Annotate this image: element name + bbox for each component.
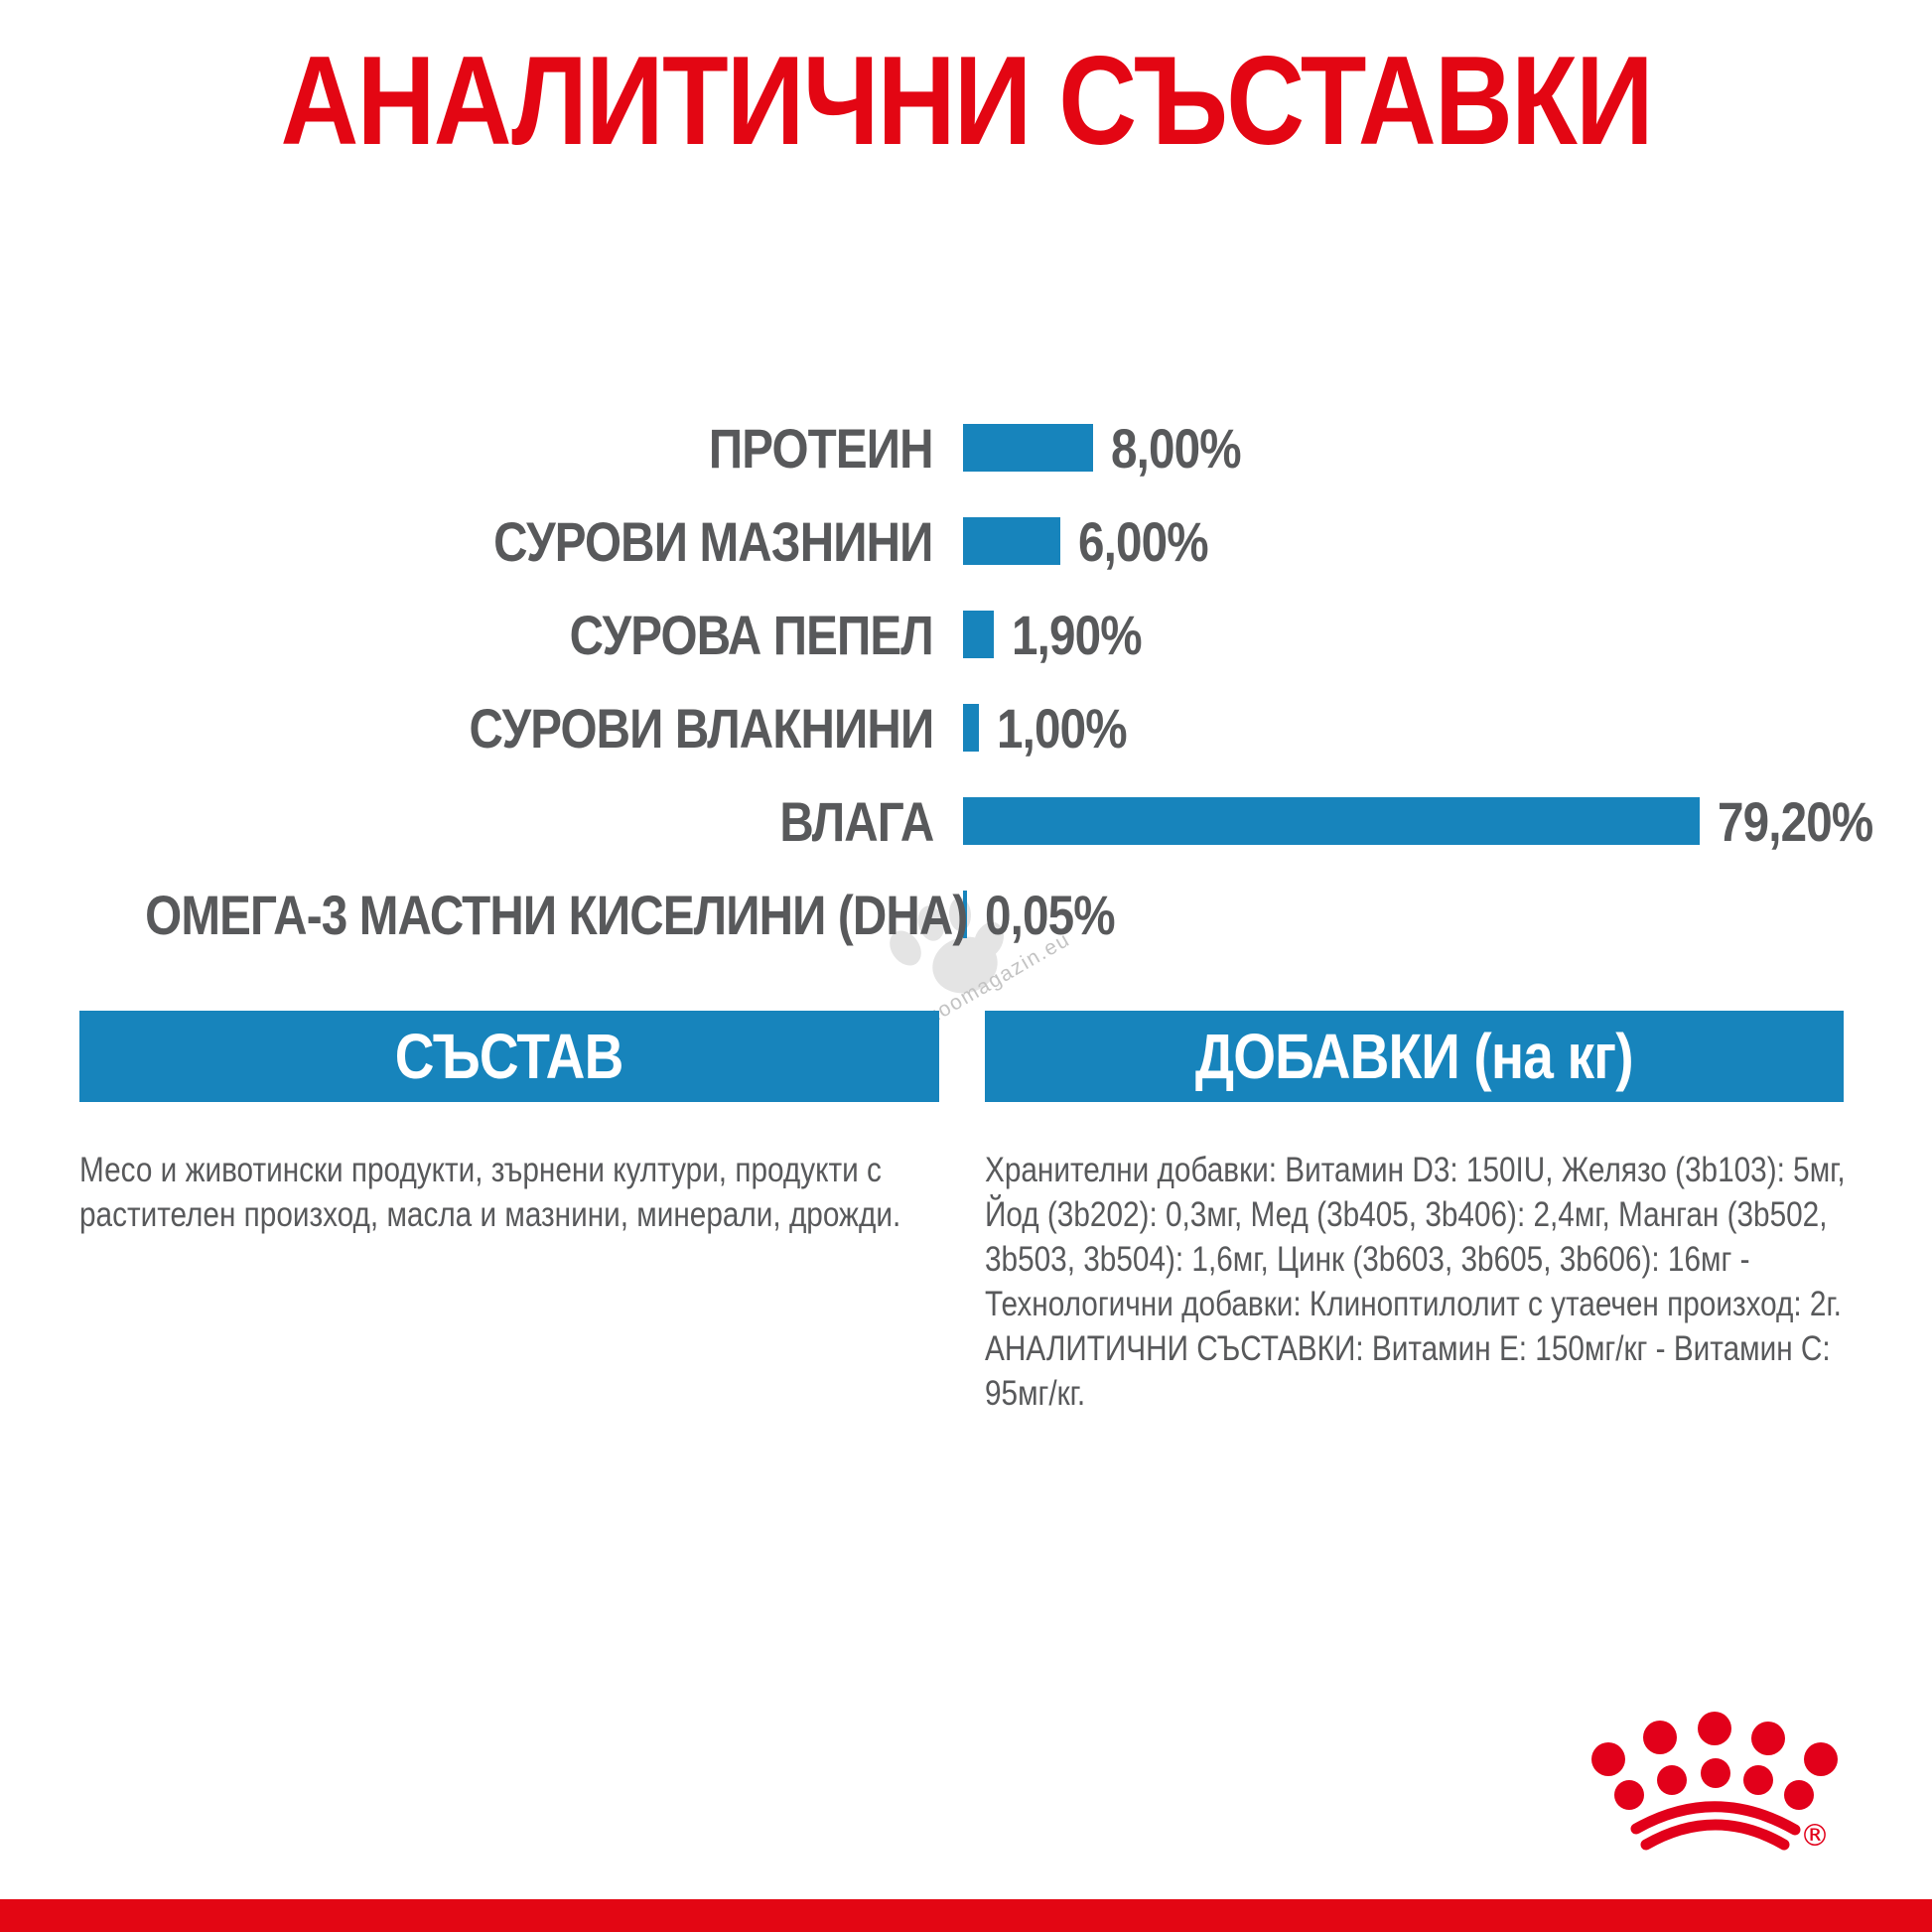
constituent-bar — [963, 797, 1700, 845]
constituent-value: 79,20% — [1718, 789, 1873, 853]
royal-canin-crown-logo: ® — [1591, 1712, 1838, 1854]
constituent-value: 0,05% — [985, 883, 1116, 946]
constituent-label: ВЛАГА — [778, 789, 934, 853]
page-title-text: АНАЛИТИЧНИ СЪСТАВКИ — [280, 30, 1653, 171]
paw-watermark-icon — [890, 897, 1005, 994]
chart-row: ОМЕГА-3 МАСТНИ КИСЕЛИНИ (DHA) 0,05% — [0, 868, 1932, 961]
constituent-value: 1,90% — [1012, 603, 1143, 666]
constituent-bar — [963, 611, 994, 658]
constituent-bar — [963, 424, 1093, 472]
constituent-label: СУРОВА ПЕПЕЛ — [569, 603, 934, 666]
constituent-label: СУРОВИ ВЛАКНИНИ — [469, 696, 934, 759]
constituent-bar — [963, 704, 979, 752]
chart-row: ПРОТЕИН 8,00% — [0, 401, 1932, 494]
constituent-value: 6,00% — [1078, 509, 1209, 573]
bottom-red-band — [0, 1899, 1932, 1932]
constituent-bar — [963, 517, 1060, 565]
chart-row: СУРОВИ ВЛАКНИНИ 1,00% — [0, 681, 1932, 774]
composition-header: СЪСТАВ — [79, 1011, 939, 1102]
additives-paragraph-1: Хранителни добавки: Витамин D3: 150IU, Ж… — [985, 1151, 1846, 1323]
constituent-value: 1,00% — [997, 696, 1128, 759]
additives-header: ДОБАВКИ (на кг) — [985, 1011, 1844, 1102]
registered-mark: ® — [1800, 1819, 1830, 1854]
additives-text-column: Хранителни добавки: Витамин D3: 150IU, Ж… — [985, 1148, 1849, 1416]
additives-header-text: ДОБАВКИ (на кг) — [1195, 1021, 1634, 1092]
constituent-label: ОМЕГА-3 МАСТНИ КИСЕЛИНИ (DHA) — [145, 883, 968, 946]
constituent-bar — [963, 891, 967, 938]
composition-paragraph: Месо и животински продукти, зърнени култ… — [79, 1151, 901, 1234]
composition-header-text: СЪСТАВ — [395, 1021, 624, 1092]
chart-row: СУРОВИ МАЗНИНИ 6,00% — [0, 494, 1932, 588]
chart-row: ВЛАГА 79,20% — [0, 774, 1932, 868]
chart-row: СУРОВА ПЕПЕЛ 1,90% — [0, 588, 1932, 681]
constituent-label: СУРОВИ МАЗНИНИ — [493, 509, 934, 573]
analytical-constituents-chart: ПРОТЕИН 8,00% СУРОВИ МАЗНИНИ 6,00% СУРОВ… — [0, 401, 1932, 961]
crown-arc-upper — [1630, 1801, 1801, 1836]
composition-text-column: Месо и животински продукти, зърнени култ… — [79, 1148, 939, 1237]
page-title: АНАЛИТИЧНИ СЪСТАВКИ — [0, 36, 1932, 165]
constituent-value: 8,00% — [1111, 416, 1242, 480]
additives-paragraph-2: АНАЛИТИЧНИ СЪСТАВКИ: Витамин E: 150мг/кг… — [985, 1329, 1831, 1413]
constituent-label: ПРОТЕИН — [709, 416, 934, 480]
crown-arc-lower — [1640, 1819, 1790, 1851]
